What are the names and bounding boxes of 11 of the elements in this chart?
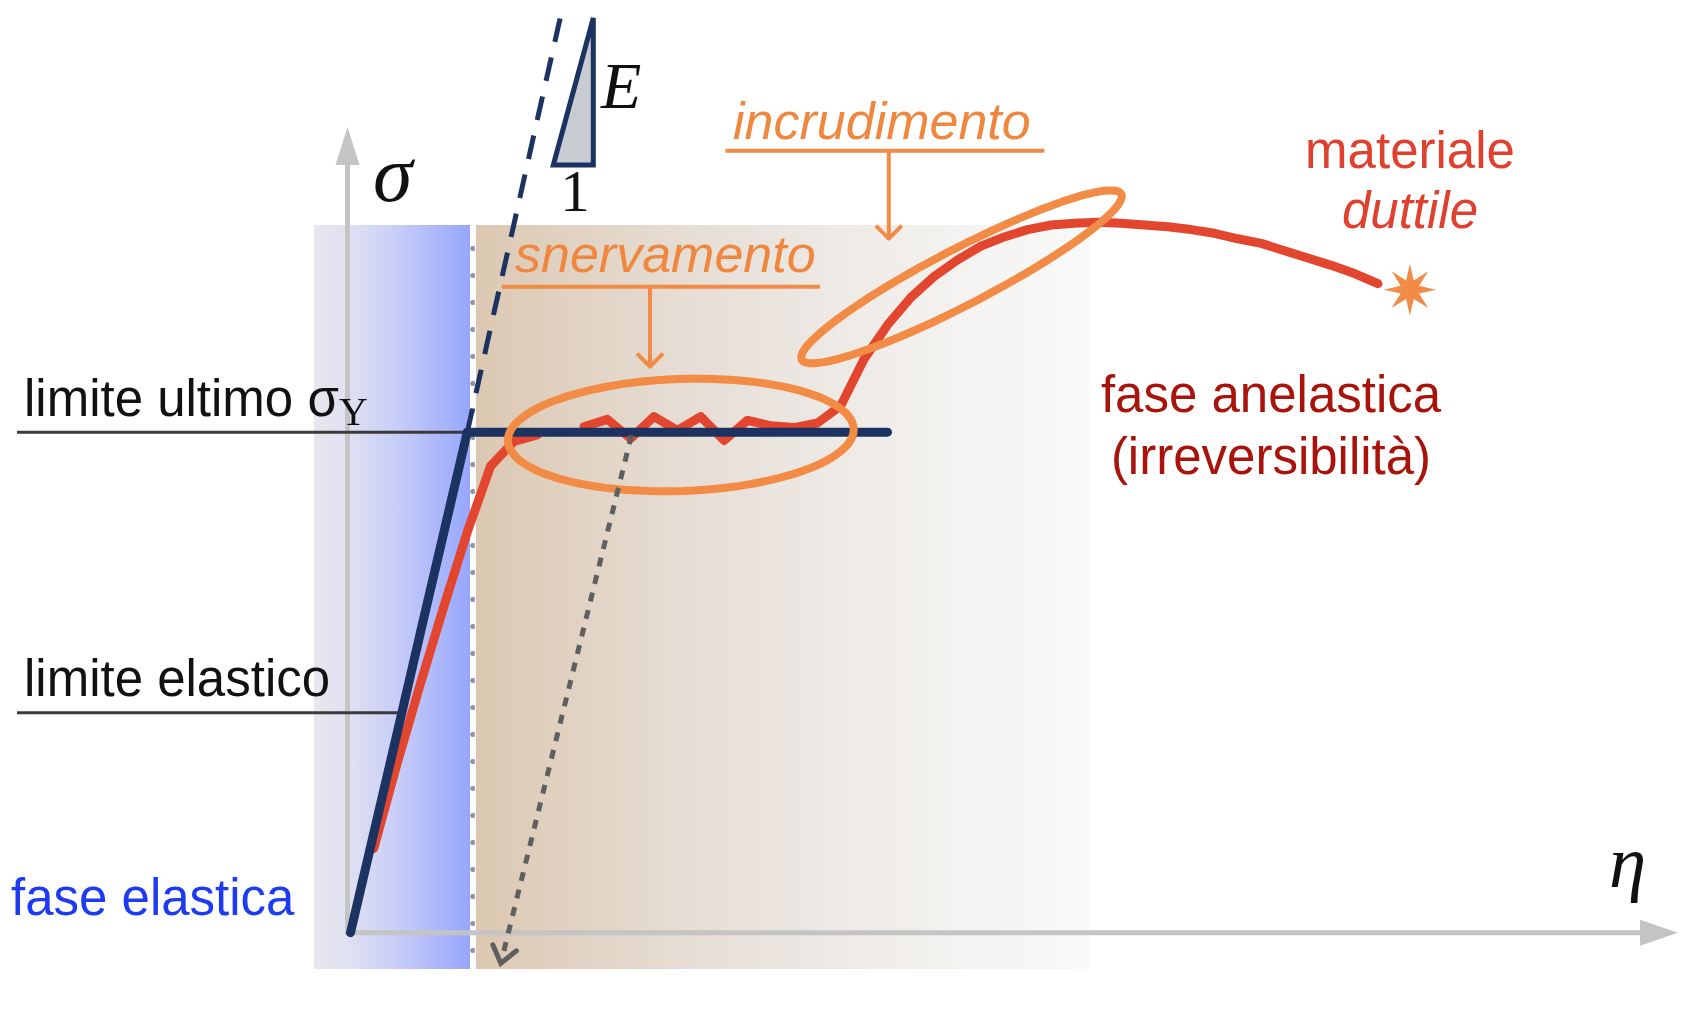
annotation: E	[601, 49, 642, 123]
ref-line-label: limite elastico	[24, 650, 331, 708]
annotation: incrudimento	[733, 91, 1031, 150]
x-axis-title: η	[1609, 820, 1647, 904]
y-axis-title: σ	[373, 130, 413, 218]
annotation: fase anelastica (irreversibilità)	[1099, 365, 1443, 488]
text: fase elastica	[11, 868, 295, 926]
annotation: materiale duttile	[1305, 121, 1515, 242]
annotation: snervamento	[515, 224, 816, 283]
ref-line-label: limite ultimo σ$_{Y}$	[24, 369, 368, 434]
annotation: 1	[560, 158, 590, 225]
